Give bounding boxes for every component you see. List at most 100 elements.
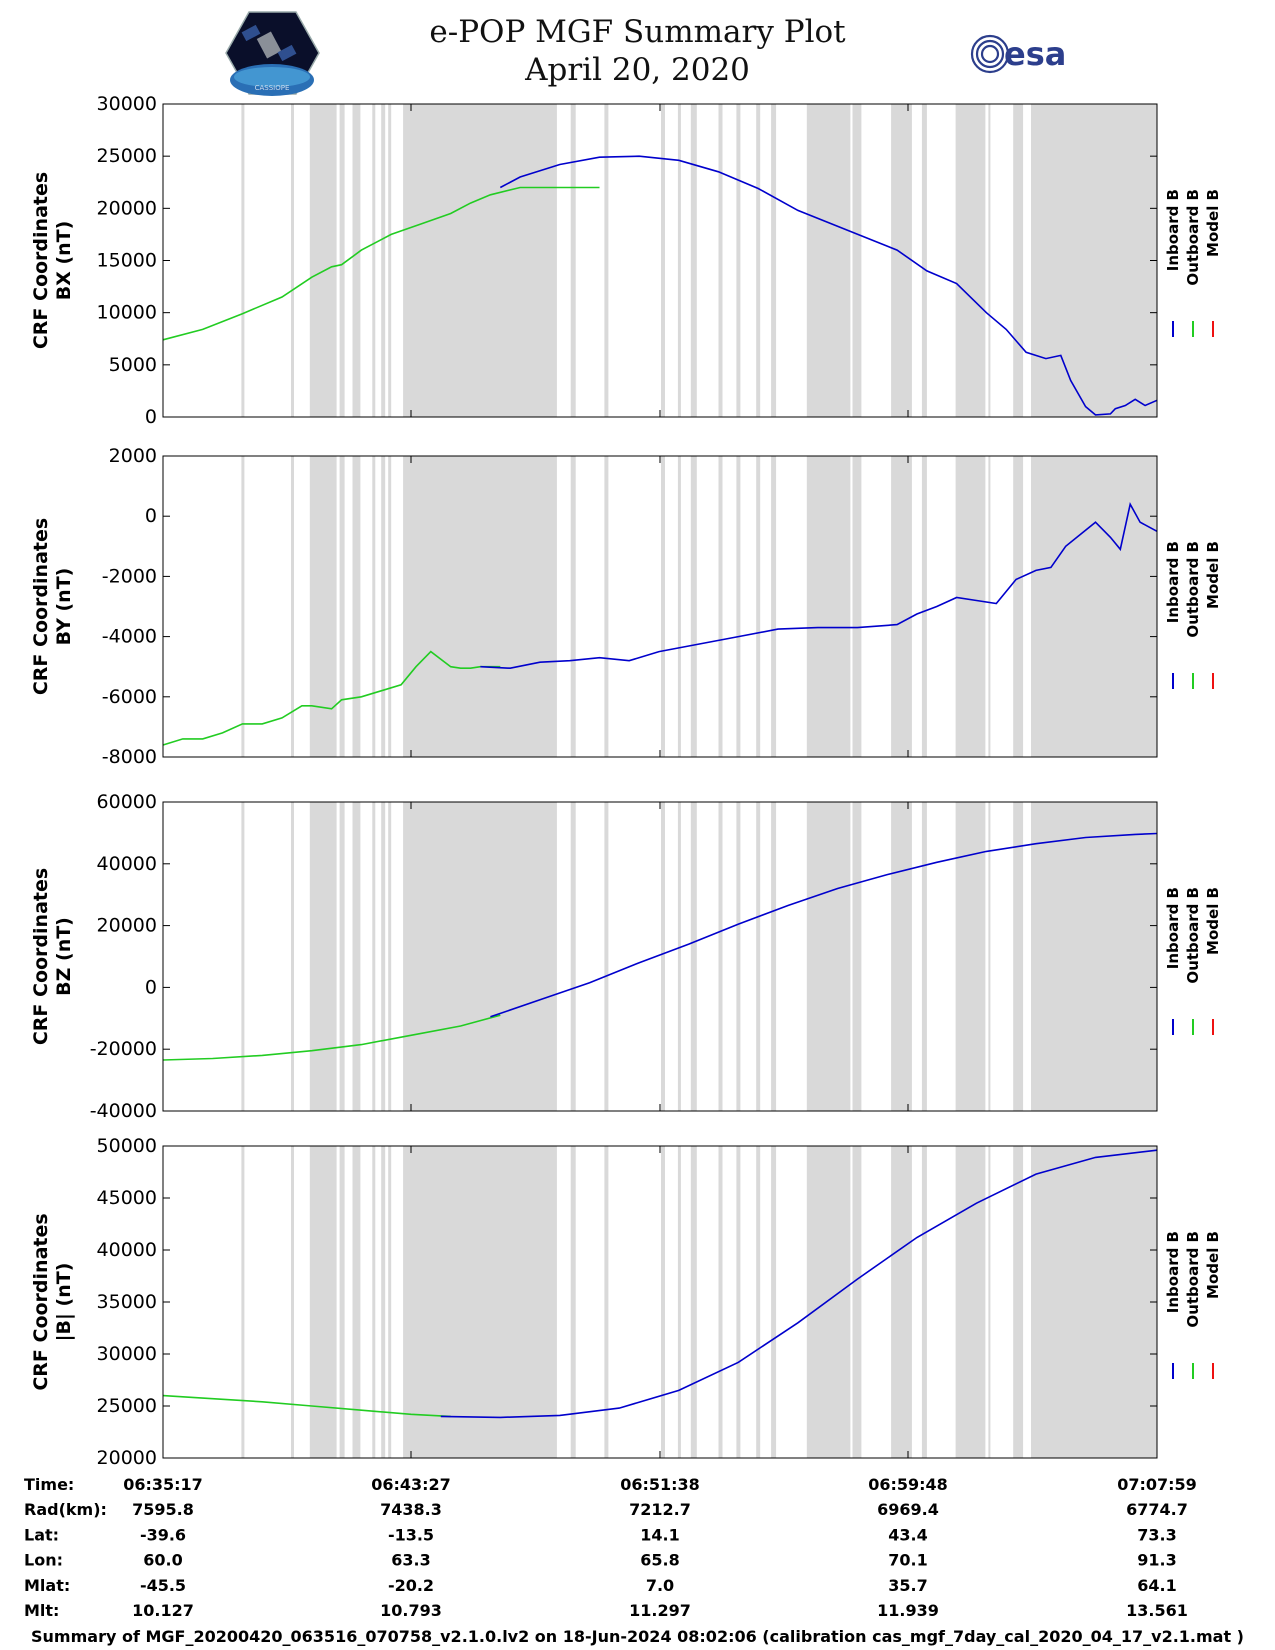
ephemeris-value: -20.2: [388, 1576, 434, 1595]
y-tick-label: 0: [145, 505, 157, 527]
data-gap-band: [921, 104, 927, 417]
y-tick-label: 25000: [97, 1395, 157, 1417]
y-tick-label: 0: [145, 976, 157, 998]
ephemeris-value: 13.561: [1126, 1601, 1188, 1620]
legend-label: Outboard B: [1184, 887, 1202, 984]
data-gap-band: [771, 456, 777, 757]
legend-label: Outboard B: [1184, 1231, 1202, 1328]
series-line-inboard-b: [499, 155, 1158, 416]
ephemeris-value: 06:51:38: [620, 1475, 700, 1494]
data-gap-band: [955, 802, 986, 1111]
y-tick-label: -6000: [102, 686, 157, 708]
legend-label: Model B: [1204, 887, 1222, 955]
data-gap-band: [1013, 456, 1024, 757]
y-tick-label: 0: [145, 406, 157, 428]
data-gap-band: [677, 1146, 681, 1458]
data-gap-band: [1013, 802, 1024, 1111]
legend-label: Model B: [1204, 189, 1222, 257]
data-gap-band: [988, 802, 991, 1111]
y-tick-label: 20000: [97, 1447, 157, 1469]
y-axis-label-line: BX (nT): [53, 221, 75, 301]
data-gap-band: [604, 1146, 609, 1458]
y-tick-label: -8000: [102, 746, 157, 768]
esa-logo: esa: [970, 34, 1066, 74]
y-axis-label-line: CRF Coordinates: [30, 172, 52, 349]
data-gap-band: [388, 104, 392, 417]
data-gap-band: [736, 456, 741, 757]
ephemeris-value: 63.3: [391, 1551, 430, 1570]
data-gap-band: [381, 802, 386, 1111]
data-gap-band: [352, 456, 361, 757]
data-gap-band: [677, 104, 681, 417]
data-gap-band: [372, 802, 376, 1111]
satellite-icon: [241, 24, 297, 62]
y-tick-label: 50000: [97, 1135, 157, 1157]
data-gap-band: [771, 802, 777, 1111]
data-gap-band: [1013, 104, 1024, 417]
data-gap-band: [718, 104, 723, 417]
legend-label: Inboard B: [1164, 541, 1182, 623]
data-gap-band: [291, 104, 294, 417]
series-line-inboard-b: [440, 1149, 1158, 1419]
ephemeris-row-label: Lat:: [24, 1525, 59, 1544]
ephemeris-value: 60.0: [143, 1551, 182, 1570]
data-gap-band: [988, 1146, 991, 1458]
data-gap-band: [570, 456, 576, 757]
cassiope-logo-text: CASSIOPE: [255, 84, 290, 92]
data-gap-band: [241, 104, 245, 417]
y-tick-label: 5000: [109, 354, 157, 376]
data-gap-band: [806, 104, 851, 417]
y-tick-label: -2000: [102, 565, 157, 587]
data-gap-band: [661, 104, 665, 417]
data-gap-band: [388, 1146, 392, 1458]
esa-logo-text: esa: [1004, 35, 1066, 73]
y-tick-label: 15000: [97, 250, 157, 272]
ephemeris-value: 11.939: [877, 1601, 939, 1620]
series-line-outboard-b: [162, 186, 600, 341]
ephemeris-row-label: Lon:: [24, 1551, 63, 1570]
ephemeris-value: 7438.3: [380, 1500, 442, 1519]
data-gap-band: [921, 1146, 927, 1458]
data-gap-band: [372, 456, 376, 757]
data-gap-band: [381, 1146, 386, 1458]
data-gap-band: [718, 802, 723, 1111]
data-gap-band: [241, 456, 245, 757]
data-gap-band: [403, 1146, 557, 1458]
ephemeris-table: Time: 06:35:17 06:43:27 06:51:38 06:59:48 07:…: [24, 1475, 1197, 1620]
data-gap-band: [736, 802, 741, 1111]
y-tick-label: 60000: [97, 791, 157, 813]
legend-label: Inboard B: [1164, 1231, 1182, 1313]
y-tick-label: -40000: [90, 1100, 157, 1122]
ephemeris-value: -13.5: [388, 1525, 434, 1544]
ephemeris-value: 06:43:27: [371, 1475, 451, 1494]
ephemeris-value: 10.793: [380, 1601, 442, 1620]
y-axis-label: CRF CoordinatesBY (nT): [30, 518, 75, 695]
ephemeris-value: 14.1: [640, 1525, 679, 1544]
series-line-inboard-b: [480, 501, 1158, 670]
data-gap-band: [403, 456, 557, 757]
data-gap-band: [806, 802, 851, 1111]
data-gap-band: [988, 104, 991, 417]
ephemeris-value: 6774.7: [1126, 1500, 1188, 1519]
data-gap-band: [690, 1146, 697, 1458]
data-gap-band: [690, 456, 697, 757]
data-gap-band: [988, 456, 991, 757]
data-gap-band: [309, 802, 337, 1111]
data-gap-band: [771, 1146, 777, 1458]
data-gap-band: [677, 456, 681, 757]
data-gap-band: [771, 104, 777, 417]
plot-date: April 20, 2020: [525, 52, 750, 88]
ephemeris-row-label: Rad(km):: [24, 1500, 107, 1519]
data-gap-band: [921, 456, 927, 757]
data-gap-band: [291, 456, 294, 757]
legend-label: Outboard B: [1184, 541, 1202, 638]
data-gap-band: [309, 104, 337, 417]
data-gap-band: [852, 1146, 862, 1458]
data-gap-band: [291, 1146, 294, 1458]
data-gap-band: [372, 1146, 376, 1458]
data-gap-band: [1031, 104, 1157, 417]
data-gap-band: [852, 104, 862, 417]
data-gap-band: [381, 456, 386, 757]
data-gap-band: [291, 802, 294, 1111]
